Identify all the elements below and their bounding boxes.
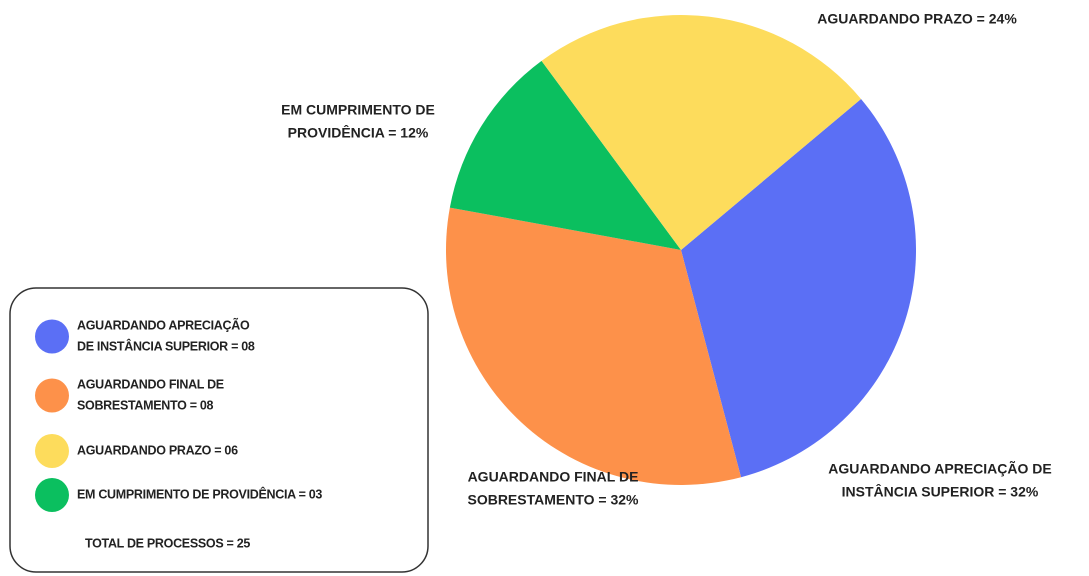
legend-label: AGUARDANDO PRAZO = 06 (77, 443, 238, 457)
slice-label: AGUARDANDO PRAZO = 24% (817, 11, 1017, 27)
legend-swatch (35, 478, 69, 512)
slice-label: EM CUMPRIMENTO DE (281, 102, 435, 118)
legend-box (9, 287, 429, 573)
legend-label: AGUARDANDO FINAL DE (77, 377, 224, 391)
legend-swatch (35, 319, 69, 354)
pie-slice (446, 207, 742, 485)
legend-swatch (35, 378, 69, 413)
legend-note: TOTAL DE PROCESSOS = 25 (85, 536, 250, 550)
legend-label: AGUARDANDO APRECIAÇÃO (77, 317, 250, 332)
slice-label: SOBRESTAMENTO = 32% (467, 492, 639, 508)
pie-slice (681, 98, 917, 478)
legend-swatch (35, 434, 69, 468)
legend-label: DE INSTÂNCIA SUPERIOR = 08 (77, 338, 255, 353)
slice-label: PROVIDÊNCIA = 12% (288, 124, 429, 141)
legend-label: SOBRESTAMENTO = 08 (77, 398, 214, 412)
slice-label: AGUARDANDO APRECIAÇÃO DE (828, 460, 1052, 477)
pie-slice (449, 60, 681, 250)
slice-label: INSTÂNCIA SUPERIOR = 32% (842, 483, 1039, 500)
slice-label: AGUARDANDO FINAL DE (468, 469, 639, 485)
legend-label: EM CUMPRIMENTO DE PROVIDÊNCIA = 03 (77, 486, 322, 501)
pie-slice (541, 15, 862, 250)
